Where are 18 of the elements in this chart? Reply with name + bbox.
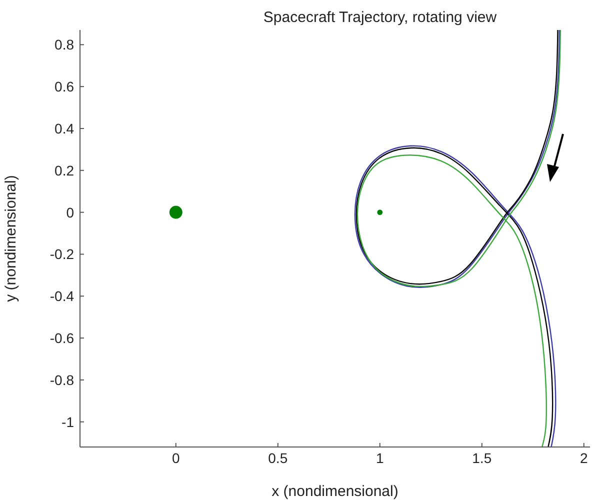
y-tick-label: -0.6 [50,330,74,346]
x-tick-label: 0.5 [268,450,288,466]
x-tick-label: 0 [172,450,180,466]
x-tick-label: 1.5 [472,450,492,466]
chart-title: Spacecraft Trajectory, rotating view [262,9,498,26]
y-tick-label: 0.2 [54,162,74,178]
y-axis-title: y (nondimensional) [2,175,20,302]
x-tick-label: 1 [376,450,384,466]
y-tick-label: 0.6 [54,78,74,95]
y-tick-label: 0.8 [54,36,74,53]
y-tick-label: 0 [66,204,74,220]
y-tick-label: 0.4 [54,120,74,136]
y-tick-label: -0.8 [50,372,74,388]
x-axis-title: x (nondimensional) [272,483,398,500]
y-tick-label: -0.4 [50,288,74,304]
x-tick-label: 2 [580,450,588,466]
y-tick-label: -0.2 [50,246,74,262]
y-tick-label: -1 [62,414,74,430]
